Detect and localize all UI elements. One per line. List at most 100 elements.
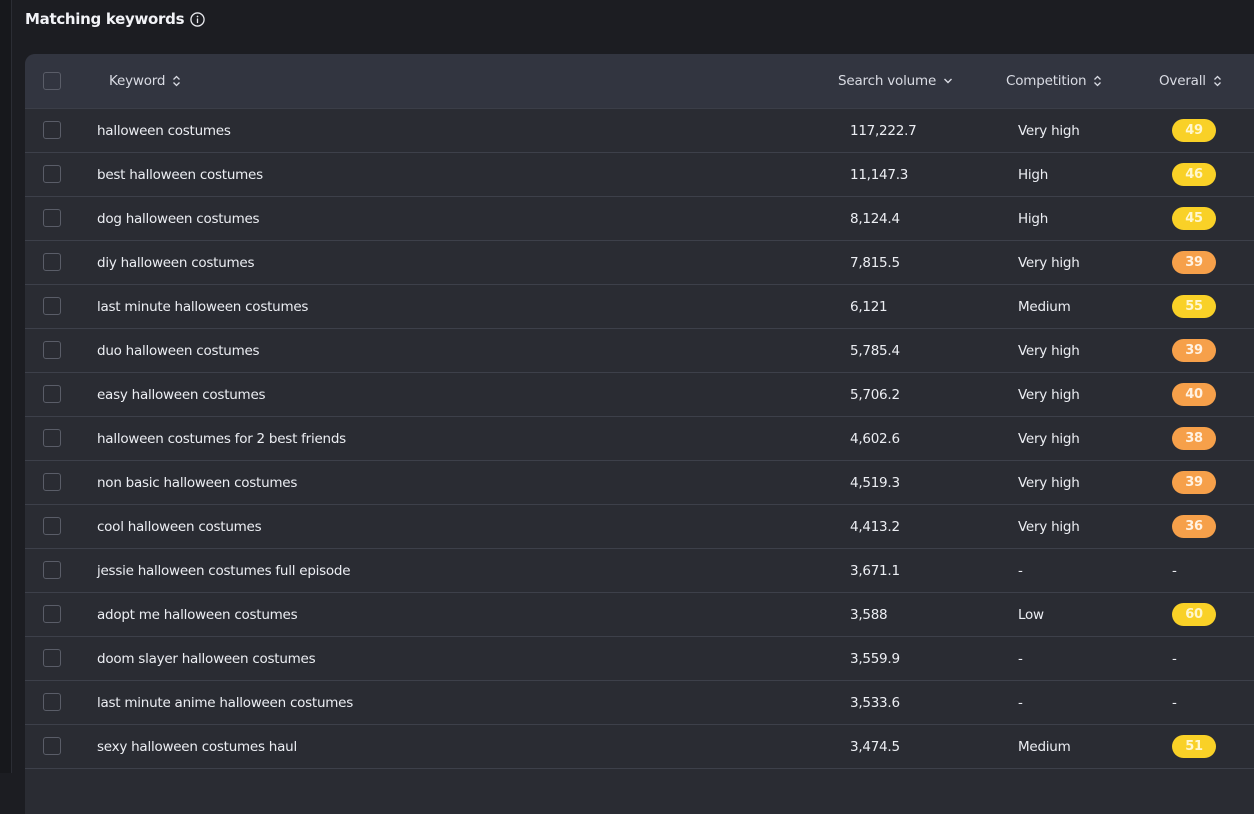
column-header-search-volume[interactable]: Search volume: [838, 54, 953, 108]
keyword-cell[interactable]: easy halloween costumes: [97, 386, 266, 403]
overall-cell: 40: [1172, 373, 1216, 416]
sort-icon[interactable]: [1213, 75, 1222, 87]
competition-cell: Very high: [1018, 386, 1080, 403]
table-row[interactable]: best halloween costumes 11,147.3 High 46: [25, 153, 1254, 197]
overall-score-badge: -: [1172, 562, 1177, 579]
sort-icon[interactable]: [1093, 75, 1102, 87]
keyword-cell[interactable]: last minute anime halloween costumes: [97, 694, 354, 711]
keyword-cell[interactable]: halloween costumes: [97, 122, 231, 139]
row-checkbox[interactable]: [43, 253, 61, 271]
column-label-search-volume: Search volume: [838, 73, 937, 89]
table-row[interactable]: halloween costumes 117,222.7 Very high 4…: [25, 109, 1254, 153]
overall-cell: 38: [1172, 417, 1216, 460]
row-checkbox[interactable]: [43, 121, 61, 139]
row-checkbox[interactable]: [43, 693, 61, 711]
overall-cell: 39: [1172, 461, 1216, 504]
overall-score-badge: 49: [1172, 119, 1216, 142]
row-checkbox[interactable]: [43, 209, 61, 227]
search-volume-cell: 8,124.4: [850, 210, 900, 227]
overall-cell: 36: [1172, 505, 1216, 548]
table-row[interactable]: doom slayer halloween costumes 3,559.9 -…: [25, 637, 1254, 681]
overall-score-badge: 39: [1172, 251, 1216, 274]
info-icon[interactable]: [190, 11, 205, 27]
keyword-cell[interactable]: cool halloween costumes: [97, 518, 262, 535]
table-row[interactable]: non basic halloween costumes 4,519.3 Ver…: [25, 461, 1254, 505]
table-row[interactable]: easy halloween costumes 5,706.2 Very hig…: [25, 373, 1254, 417]
column-header-overall[interactable]: Overall: [1159, 54, 1222, 108]
overall-score-badge: 36: [1172, 515, 1216, 538]
competition-cell: Low: [1018, 606, 1044, 623]
search-volume-cell: 3,588: [850, 606, 888, 623]
keyword-cell[interactable]: halloween costumes for 2 best friends: [97, 430, 346, 447]
keyword-cell[interactable]: diy halloween costumes: [97, 254, 255, 271]
keyword-cell[interactable]: non basic halloween costumes: [97, 474, 298, 491]
table-row[interactable]: diy halloween costumes 7,815.5 Very high…: [25, 241, 1254, 285]
table-row[interactable]: adopt me halloween costumes 3,588 Low 60: [25, 593, 1254, 637]
table-row[interactable]: last minute halloween costumes 6,121 Med…: [25, 285, 1254, 329]
overall-cell: -: [1172, 681, 1177, 724]
section-header: Matching keywords: [25, 8, 205, 30]
overall-score-badge: 51: [1172, 735, 1216, 758]
row-checkbox[interactable]: [43, 517, 61, 535]
competition-cell: Medium: [1018, 738, 1071, 755]
keyword-cell[interactable]: adopt me halloween costumes: [97, 606, 298, 623]
competition-cell: -: [1018, 650, 1023, 667]
row-checkbox[interactable]: [43, 385, 61, 403]
sort-icon[interactable]: [172, 75, 181, 87]
competition-cell: Very high: [1018, 474, 1080, 491]
row-checkbox[interactable]: [43, 561, 61, 579]
competition-cell: High: [1018, 210, 1049, 227]
overall-cell: 39: [1172, 329, 1216, 372]
table-header: Keyword Search volume Competition Overal…: [25, 54, 1254, 109]
keyword-cell[interactable]: sexy halloween costumes haul: [97, 738, 297, 755]
row-checkbox[interactable]: [43, 165, 61, 183]
keyword-cell[interactable]: duo halloween costumes: [97, 342, 260, 359]
search-volume-cell: 5,706.2: [850, 386, 900, 403]
row-checkbox[interactable]: [43, 341, 61, 359]
chevron-down-icon[interactable]: [943, 77, 953, 85]
table-row[interactable]: dog halloween costumes 8,124.4 High 45: [25, 197, 1254, 241]
keywords-table: Keyword Search volume Competition Overal…: [25, 54, 1254, 814]
column-header-keyword[interactable]: Keyword: [109, 54, 181, 108]
search-volume-cell: 4,413.2: [850, 518, 900, 535]
select-all-checkbox[interactable]: [43, 72, 61, 90]
keyword-cell[interactable]: jessie halloween costumes full episode: [97, 562, 351, 579]
table-row[interactable]: sexy halloween costumes haul 3,474.5 Med…: [25, 725, 1254, 769]
table-row[interactable]: halloween costumes for 2 best friends 4,…: [25, 417, 1254, 461]
keyword-cell[interactable]: doom slayer halloween costumes: [97, 650, 316, 667]
overall-score-badge: 40: [1172, 383, 1216, 406]
overall-cell: 51: [1172, 725, 1216, 768]
table-body: halloween costumes 117,222.7 Very high 4…: [25, 109, 1254, 769]
search-volume-cell: 6,121: [850, 298, 888, 315]
competition-cell: Very high: [1018, 122, 1080, 139]
competition-cell: Very high: [1018, 342, 1080, 359]
overall-score-badge: 39: [1172, 339, 1216, 362]
keyword-cell[interactable]: last minute halloween costumes: [97, 298, 309, 315]
overall-score-badge: 46: [1172, 163, 1216, 186]
keyword-cell[interactable]: dog halloween costumes: [97, 210, 260, 227]
overall-score-badge: 55: [1172, 295, 1216, 318]
search-volume-cell: 117,222.7: [850, 122, 917, 139]
table-row[interactable]: cool halloween costumes 4,413.2 Very hig…: [25, 505, 1254, 549]
row-checkbox[interactable]: [43, 473, 61, 491]
row-checkbox[interactable]: [43, 649, 61, 667]
column-header-competition[interactable]: Competition: [1006, 54, 1102, 108]
overall-score-badge: 45: [1172, 207, 1216, 230]
search-volume-cell: 7,815.5: [850, 254, 900, 271]
search-volume-cell: 3,559.9: [850, 650, 900, 667]
table-row[interactable]: last minute anime halloween costumes 3,5…: [25, 681, 1254, 725]
row-checkbox[interactable]: [43, 297, 61, 315]
row-checkbox[interactable]: [43, 429, 61, 447]
row-checkbox[interactable]: [43, 605, 61, 623]
competition-cell: -: [1018, 694, 1023, 711]
overall-cell: -: [1172, 549, 1177, 592]
overall-score-badge: 60: [1172, 603, 1216, 626]
competition-cell: Medium: [1018, 298, 1071, 315]
overall-score-badge: 39: [1172, 471, 1216, 494]
table-row[interactable]: duo halloween costumes 5,785.4 Very high…: [25, 329, 1254, 373]
overall-cell: 39: [1172, 241, 1216, 284]
table-row[interactable]: jessie halloween costumes full episode 3…: [25, 549, 1254, 593]
row-checkbox[interactable]: [43, 737, 61, 755]
keyword-cell[interactable]: best halloween costumes: [97, 166, 263, 183]
competition-cell: Very high: [1018, 254, 1080, 271]
